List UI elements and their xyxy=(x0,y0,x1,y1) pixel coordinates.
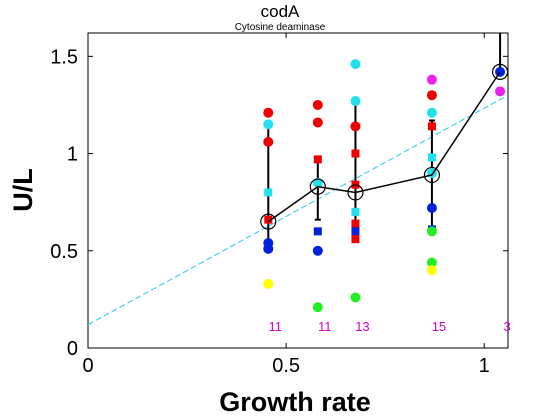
count-label: 15 xyxy=(432,319,446,334)
data-point-circle xyxy=(426,257,437,268)
data-point-circle xyxy=(312,245,323,256)
mean-marker xyxy=(260,213,277,230)
data-point-square xyxy=(313,227,322,236)
mean-marker xyxy=(423,166,441,184)
mean-marker xyxy=(491,63,509,80)
fit-line-layer xyxy=(87,94,509,326)
data-point-square xyxy=(427,122,436,131)
x-tick-label: 0 xyxy=(82,355,93,377)
y-tick-label: 0.5 xyxy=(50,241,78,263)
data-point-circle xyxy=(426,226,437,237)
y-tick-label: 0 xyxy=(67,338,78,360)
count-label: 11 xyxy=(318,319,332,334)
data-point-circle xyxy=(426,74,437,85)
x-tick-label: 1 xyxy=(479,355,490,377)
y-tick-label: 1 xyxy=(67,144,78,166)
error-bar-layer xyxy=(265,33,504,244)
plot-area xyxy=(87,32,509,349)
data-point-circle xyxy=(263,119,274,130)
data-point-circle xyxy=(426,107,437,118)
data-point-circle xyxy=(312,117,323,128)
data-point-circle xyxy=(350,96,361,107)
mean-series-line xyxy=(267,71,501,223)
data-point-square xyxy=(351,149,360,158)
mean-marker xyxy=(347,184,364,201)
chart-title: codA xyxy=(261,2,300,21)
data-point-circle xyxy=(263,136,274,147)
count-label: 13 xyxy=(355,319,369,334)
data-point-circle xyxy=(350,292,361,303)
data-point-circle xyxy=(350,121,361,132)
data-point-circle xyxy=(312,302,323,313)
count-label: 11 xyxy=(269,319,283,334)
data-point-square xyxy=(351,235,360,244)
data-point-circle xyxy=(350,59,361,70)
data-point-square xyxy=(351,207,360,216)
data-point-circle xyxy=(312,99,323,110)
count-label-layer: 11 11 13 15 3 xyxy=(269,319,511,334)
data-point-circle xyxy=(495,86,506,97)
data-point-circle xyxy=(426,203,437,213)
data-point-square xyxy=(264,188,273,197)
data-point-circle xyxy=(426,265,437,276)
data-point-square xyxy=(351,219,360,228)
data-point-square xyxy=(427,153,436,162)
tick-layer: 0 0.5 1 0 0.5 1 1.5 xyxy=(50,33,508,377)
data-point-circle xyxy=(263,243,274,254)
data-point-circle xyxy=(312,177,323,188)
mean-series-layer xyxy=(260,63,509,230)
data-point-circle xyxy=(263,107,274,118)
data-point-circle xyxy=(426,90,437,101)
data-point-square xyxy=(313,155,322,164)
x-axis-label: Growth rate xyxy=(219,387,371,417)
count-label: 3 xyxy=(503,319,510,334)
fit-line xyxy=(87,94,509,326)
data-point-circle xyxy=(263,278,274,289)
y-tick-label: 1.5 xyxy=(50,46,78,68)
x-tick-label: 0.5 xyxy=(272,355,300,377)
point-layer xyxy=(263,59,506,313)
mean-marker xyxy=(309,178,326,195)
data-point-square xyxy=(264,215,273,224)
data-point-square xyxy=(351,227,360,236)
chart-subtitle: Cytosine deaminase xyxy=(235,22,326,33)
y-axis-label: U/L xyxy=(8,168,38,212)
